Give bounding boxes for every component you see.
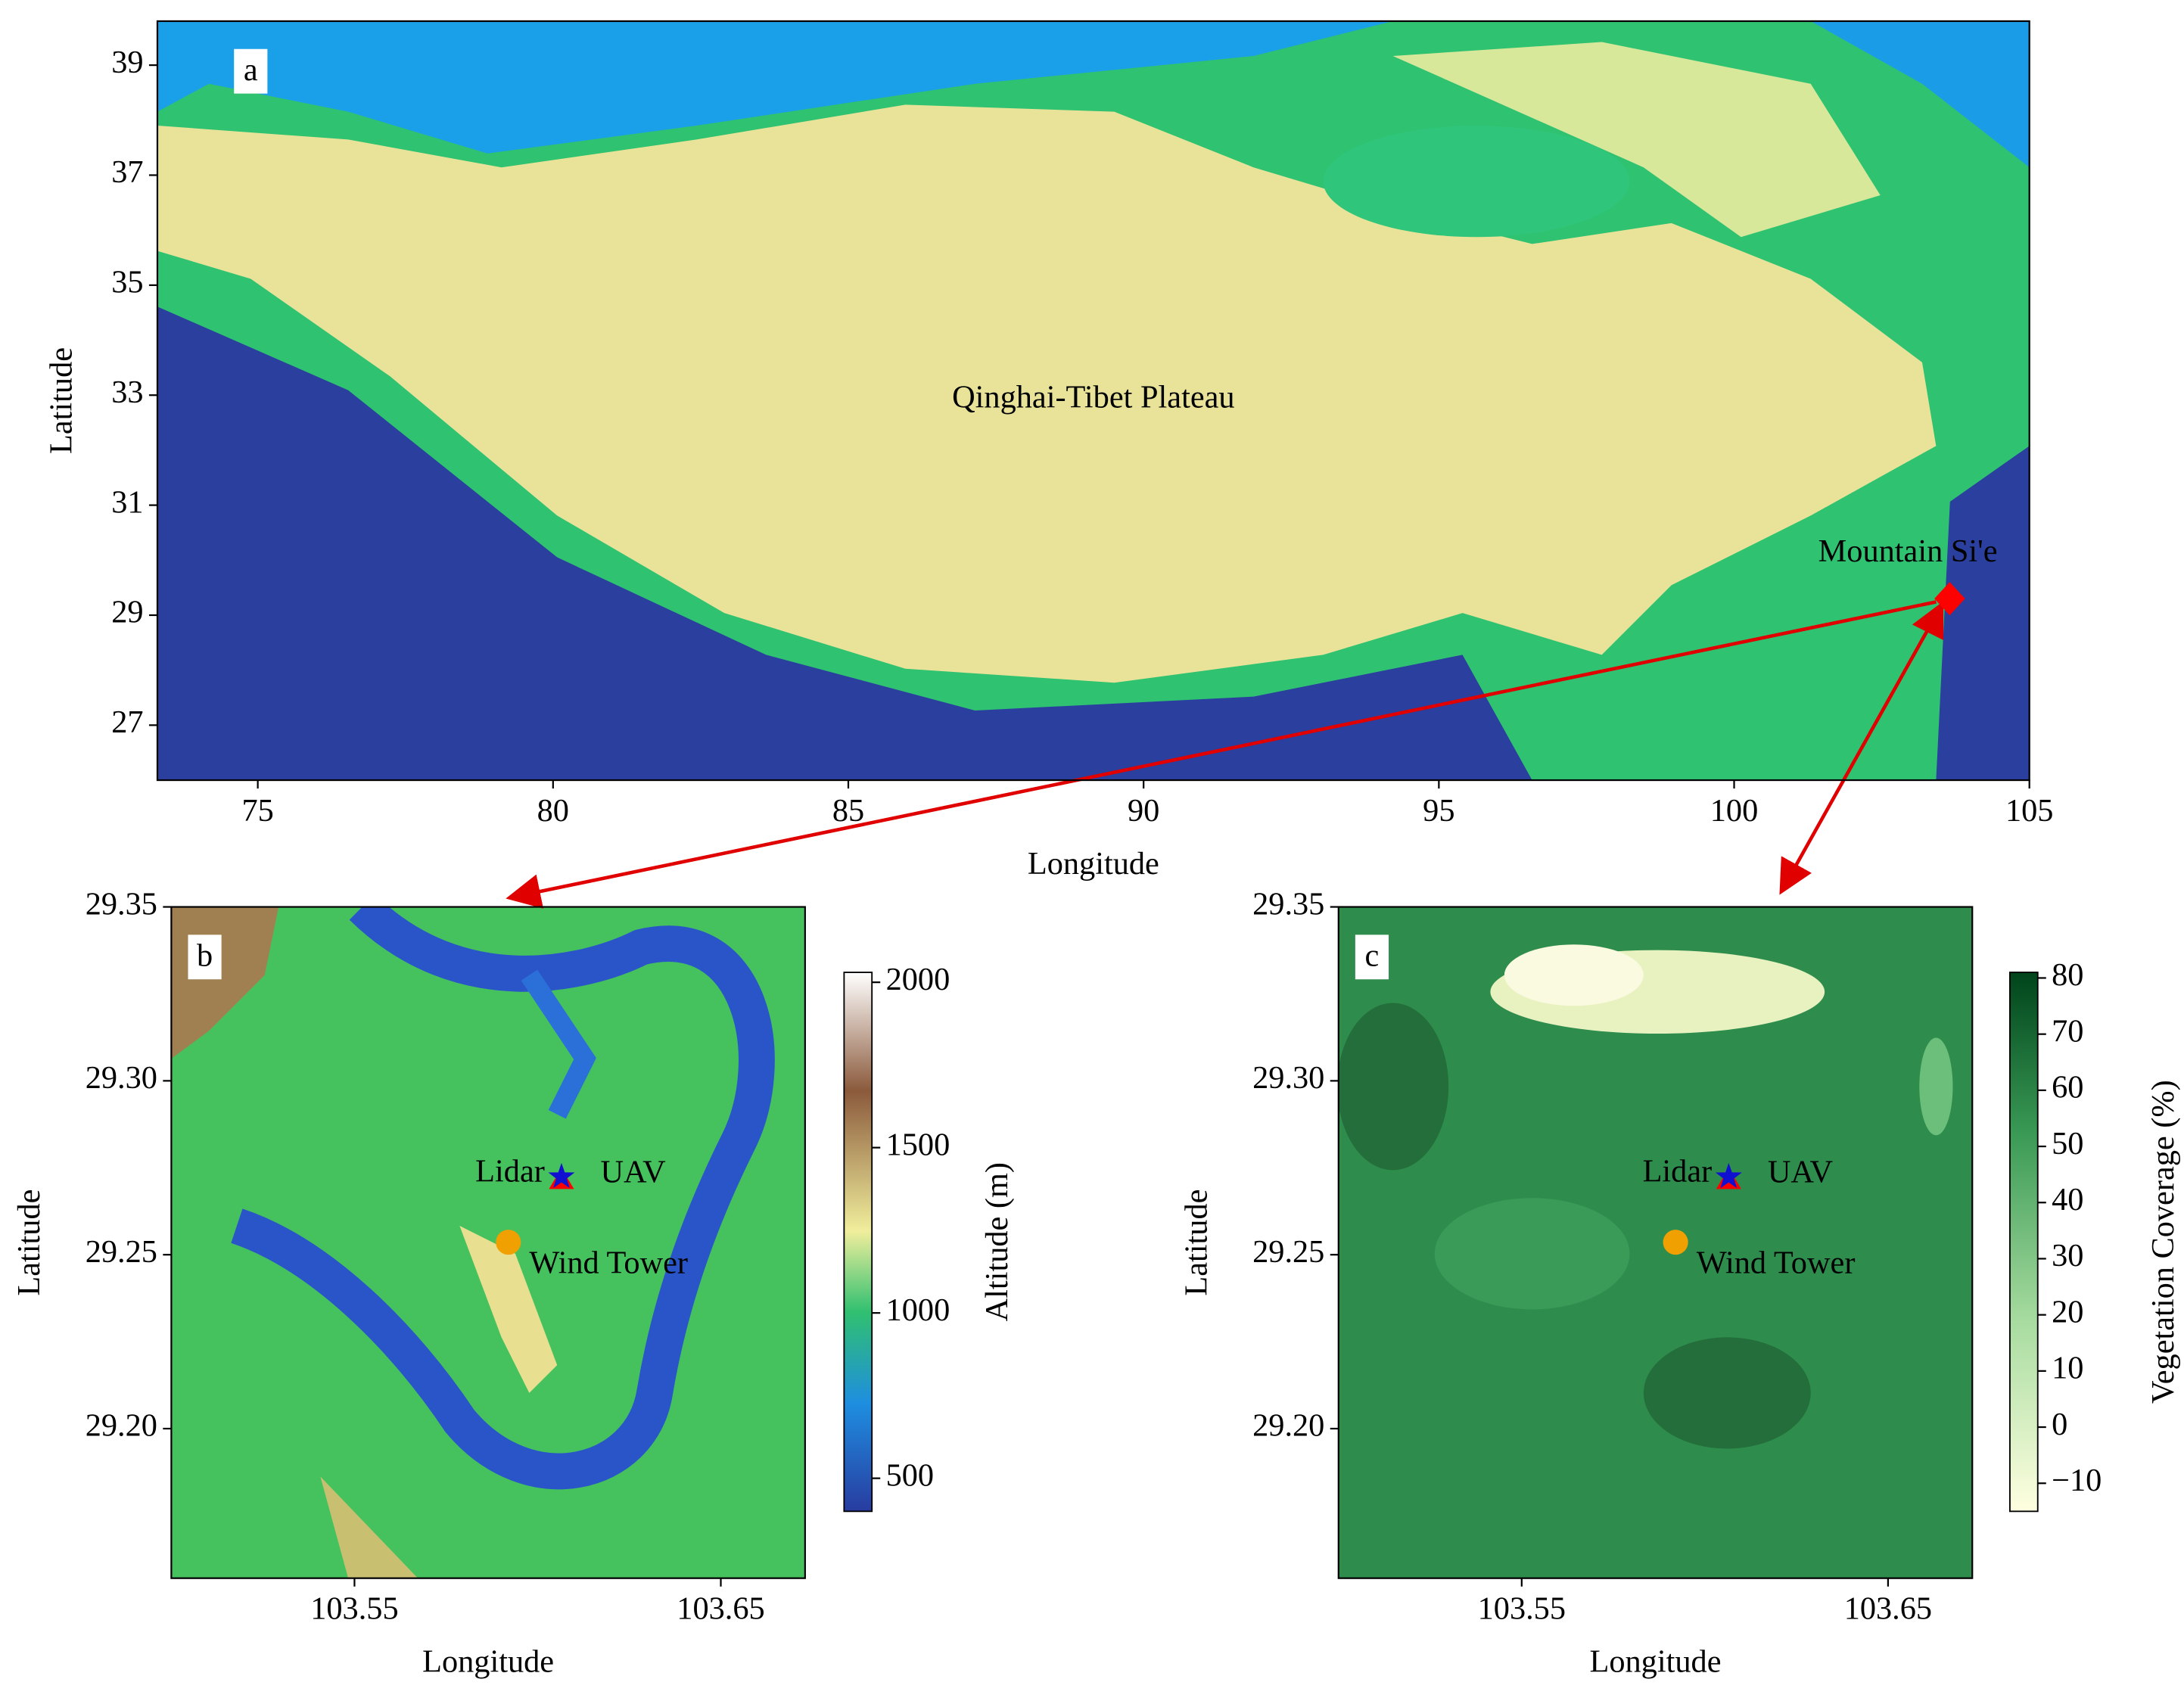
- terrain-c: [1338, 906, 1973, 1578]
- y-axis-label: Latitude: [43, 347, 79, 454]
- y-tick-label: 29.35: [86, 886, 157, 922]
- site-marker: [1663, 1230, 1688, 1255]
- arrow: [506, 600, 1937, 909]
- colorbar-tick-label: 20: [2052, 1294, 2083, 1329]
- x-tick-label: 103.55: [1478, 1591, 1566, 1627]
- x-axis-label: Longitude: [422, 1644, 554, 1680]
- x-tick-label: 103.55: [310, 1591, 398, 1627]
- x-tick-label: 103.65: [1844, 1591, 1932, 1627]
- site-label: Mountain Si'e: [1818, 533, 1998, 569]
- y-tick-label: 29.20: [86, 1408, 157, 1444]
- colorbar-tick-label: 2000: [886, 962, 950, 997]
- y-tick-label: 27: [111, 704, 143, 740]
- site-label: UAV: [1768, 1155, 1834, 1190]
- x-axis-label: Longitude: [1590, 1644, 1722, 1680]
- panel-label-box: [234, 48, 268, 94]
- site-marker: [548, 1162, 575, 1189]
- colorbar-tick-label: −10: [2052, 1463, 2102, 1498]
- colorbar-tick-label: 70: [2052, 1013, 2083, 1049]
- axes-frame: [1337, 906, 1974, 1579]
- colorbar: [2009, 972, 2039, 1513]
- site-label: UAV: [600, 1155, 666, 1190]
- y-tick-label: 35: [111, 265, 143, 300]
- colorbar-tick-label: 1500: [886, 1127, 950, 1162]
- x-axis-label: Longitude: [1028, 846, 1159, 882]
- y-tick-label: 33: [111, 375, 143, 410]
- y-tick-label: 37: [111, 154, 143, 190]
- x-tick-label: 80: [537, 793, 569, 829]
- site-marker: [496, 1230, 521, 1255]
- y-tick-label: 29.30: [86, 1060, 157, 1096]
- x-tick-label: 103.65: [677, 1591, 764, 1627]
- colorbar-tick-label: 30: [2052, 1238, 2083, 1273]
- axes-frame: [170, 906, 806, 1579]
- colorbar-label: Altitude (m): [979, 1162, 1015, 1321]
- panel-label: b: [197, 938, 213, 973]
- colorbar: [843, 972, 873, 1513]
- terrain-b: [171, 906, 805, 1578]
- colorbar-tick-label: 0: [2052, 1407, 2067, 1442]
- x-tick-label: 100: [1710, 793, 1759, 829]
- site-label: Lidar: [475, 1153, 545, 1189]
- colorbar-tick-label: 500: [886, 1457, 935, 1493]
- y-tick-label: 29.20: [1252, 1408, 1324, 1444]
- colorbar-tick-label: 60: [2052, 1070, 2083, 1105]
- axes-frame: [156, 20, 2030, 782]
- y-tick-label: 39: [111, 45, 143, 80]
- site-label: Wind Tower: [529, 1245, 688, 1281]
- y-tick-label: 29.35: [1252, 886, 1324, 922]
- arrow: [1779, 606, 1942, 895]
- panel-label-box: [1355, 934, 1389, 980]
- terrain-a: [157, 20, 2030, 781]
- y-axis-label: Latitude: [11, 1189, 47, 1296]
- panel-label-box: [188, 934, 222, 980]
- colorbar-tick-label: 40: [2052, 1182, 2083, 1217]
- colorbar-tick-label: 50: [2052, 1126, 2083, 1161]
- colorbar-tick-label: 1000: [886, 1292, 950, 1328]
- x-tick-label: 95: [1423, 793, 1454, 829]
- x-tick-label: 105: [2005, 793, 2054, 829]
- site-label: Wind Tower: [1697, 1245, 1856, 1281]
- colorbar-tick-label: 80: [2052, 957, 2083, 993]
- site-label: Lidar: [1643, 1153, 1713, 1189]
- y-tick-label: 29: [111, 595, 143, 630]
- panel-label: a: [244, 52, 258, 88]
- panel-label: c: [1365, 938, 1380, 973]
- y-tick-label: 29.30: [1252, 1060, 1324, 1096]
- y-tick-label: 29.25: [86, 1234, 157, 1270]
- colorbar-label: Vegetation Coverage (%): [2145, 1080, 2181, 1404]
- y-tick-label: 31: [111, 484, 143, 520]
- y-tick-label: 29.25: [1252, 1234, 1324, 1270]
- colorbar-tick-label: 10: [2052, 1351, 2083, 1386]
- annotation: Qinghai-Tibet Plateau: [952, 379, 1234, 415]
- y-axis-label: Latitude: [1178, 1189, 1214, 1296]
- x-tick-label: 90: [1128, 793, 1159, 829]
- site-marker: [1715, 1162, 1742, 1189]
- x-tick-label: 75: [241, 793, 273, 829]
- x-tick-label: 85: [832, 793, 864, 829]
